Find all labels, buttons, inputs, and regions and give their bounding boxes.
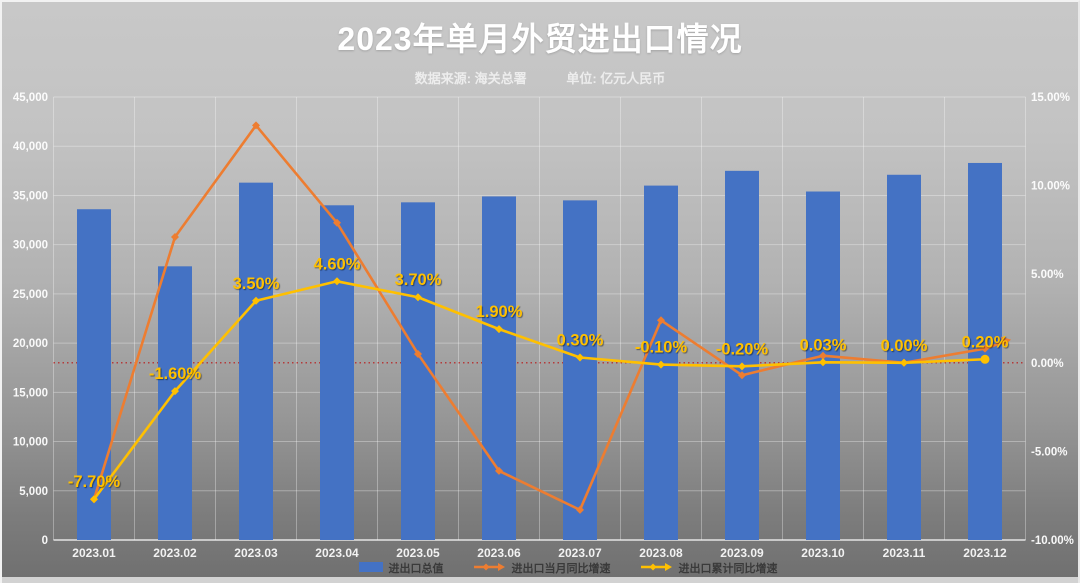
left-axis-tick-label: 45,000 bbox=[13, 92, 48, 104]
bar-2023.09 bbox=[725, 170, 759, 541]
x-axis-label: 2023.01 bbox=[72, 546, 116, 560]
bar-2023.04 bbox=[320, 205, 354, 541]
legend-item-total-value: 进出口总值 bbox=[358, 560, 444, 576]
orange-arrow-line-icon bbox=[473, 562, 506, 575]
yellow-arrow-line-icon bbox=[640, 562, 673, 575]
cumulative-yoy-marker-2023.03 bbox=[252, 296, 260, 305]
right-axis-tick-label: 10.00% bbox=[1031, 181, 1070, 193]
x-axis-label: 2023.05 bbox=[396, 546, 440, 560]
monthly-yoy-marker-2023.02 bbox=[171, 232, 179, 241]
monthly-yoy-line bbox=[92, 124, 986, 512]
data-label-2023.03: 3.50% bbox=[233, 275, 280, 293]
x-axis-label: 2023.12 bbox=[963, 546, 1007, 560]
monthly-yoy-marker-2023.04 bbox=[333, 218, 341, 227]
cumulative-yoy-marker-2023.07 bbox=[576, 353, 584, 362]
data-label-2023.12: 0.20% bbox=[962, 333, 1009, 351]
bar-2023.07 bbox=[563, 200, 597, 540]
x-axis-label: 2023.02 bbox=[153, 546, 197, 560]
left-axis-tick-label: 10,000 bbox=[13, 437, 48, 449]
cumulative-yoy-marker-2023.01 bbox=[90, 495, 98, 504]
chart-subtitle: 数据来源: 海关总署 单位: 亿元人民币 bbox=[2, 68, 1078, 87]
left-axis-tick-label: 5,000 bbox=[19, 486, 48, 498]
legend-label: 进出口累计同比增速 bbox=[678, 563, 778, 575]
data-label-2023.10: 0.03% bbox=[800, 336, 847, 354]
cumulative-yoy-marker-2023.06 bbox=[495, 325, 503, 334]
x-axis-label: 2023.06 bbox=[477, 546, 521, 560]
cumulative-yoy-marker-2023.04 bbox=[333, 277, 341, 286]
data-label-2023.01: -7.70% bbox=[68, 473, 121, 491]
left-axis-tick-label: 0 bbox=[42, 535, 48, 547]
bar-2023.02 bbox=[158, 266, 192, 540]
chart-legend: 进出口总值 进出口当月同比增速 进出口累计同比增速 bbox=[30, 560, 1078, 576]
monthly-yoy-arrow-shaft bbox=[984, 340, 1006, 350]
x-axis-label: 2023.08 bbox=[639, 546, 683, 560]
x-axis-label: 2023.04 bbox=[315, 546, 359, 560]
cumulative-yoy-marker-2023.02 bbox=[171, 387, 179, 396]
right-axis-tick-label: -10.00% bbox=[1031, 535, 1074, 547]
cumulative-yoy-marker-2023.09 bbox=[738, 362, 746, 371]
monthly-yoy-marker-2023.03 bbox=[252, 121, 260, 130]
chart-title: 2023年单月外贸进出口情况 bbox=[337, 21, 743, 57]
left-axis-tick-label: 20,000 bbox=[13, 338, 48, 350]
left-axis-tick-label: 35,000 bbox=[13, 190, 48, 202]
x-axis-label: 2023.09 bbox=[720, 546, 764, 560]
cumulative-yoy-marker-2023.05 bbox=[414, 293, 422, 302]
x-axis-label: 2023.03 bbox=[234, 546, 278, 560]
left-axis-tick-label: 40,000 bbox=[13, 141, 48, 153]
x-axis-label: 2023.10 bbox=[801, 546, 845, 560]
monthly-yoy-marker-2023.09 bbox=[738, 371, 746, 380]
data-label-2023.09: -0.20% bbox=[716, 340, 769, 358]
legend-item-monthly-yoy: 进出口当月同比增速 bbox=[473, 560, 611, 576]
monthly-yoy-marker-2023.08 bbox=[657, 316, 665, 325]
cumulative-yoy-marker-2023.08 bbox=[657, 360, 665, 369]
data-label-2023.04: 4.60% bbox=[314, 255, 361, 273]
monthly-yoy-marker-2023.07 bbox=[576, 505, 584, 514]
bar-2023.06 bbox=[482, 196, 516, 540]
left-axis-tick-label: 15,000 bbox=[13, 387, 48, 399]
monthly-yoy-arrowhead-icon bbox=[1001, 336, 1011, 347]
cumulative-yoy-marker-2023.11 bbox=[900, 358, 908, 367]
cumulative-yoy-marker-2023.10 bbox=[819, 358, 827, 367]
data-label-2023.11: 0.00% bbox=[881, 337, 928, 355]
legend-item-cumulative-yoy: 进出口累计同比增速 bbox=[640, 560, 778, 576]
left-axis-tick-label: 30,000 bbox=[13, 240, 48, 252]
bar-2023.11 bbox=[887, 174, 921, 540]
x-axis-label: 2023.11 bbox=[883, 546, 926, 560]
data-label-2023.08: -0.10% bbox=[635, 339, 688, 357]
subtitle-source: 数据来源: 海关总署 bbox=[414, 71, 527, 86]
cumulative-yoy-line bbox=[92, 279, 986, 501]
data-label-2023.06: 1.90% bbox=[476, 303, 523, 321]
cumulative-yoy-end-dot bbox=[980, 354, 990, 364]
legend-label: 进出口当月同比增速 bbox=[511, 563, 611, 575]
right-axis-tick-label: 5.00% bbox=[1031, 269, 1064, 281]
subtitle-unit: 单位: 亿元人民币 bbox=[566, 71, 666, 86]
x-axis-label: 2023.07 bbox=[558, 546, 602, 560]
monthly-yoy-marker-2023.05 bbox=[414, 349, 422, 358]
bar-2023.03 bbox=[239, 182, 273, 540]
bottom-edge-strip bbox=[2, 577, 1078, 583]
right-axis-tick-label: 15.00% bbox=[1031, 92, 1070, 104]
monthly-yoy-marker-2023.06 bbox=[495, 466, 503, 475]
bar-swatch-icon bbox=[358, 561, 383, 575]
legend-label: 进出口总值 bbox=[388, 563, 444, 575]
data-label-2023.07: 0.30% bbox=[557, 331, 604, 349]
monthly-yoy-marker-2023.10 bbox=[819, 351, 827, 360]
data-label-2023.05: 3.70% bbox=[395, 271, 442, 289]
data-label-2023.02: -1.60% bbox=[149, 365, 202, 383]
right-axis-tick-label: -5.00% bbox=[1031, 446, 1067, 458]
right-axis-tick-label: 0.00% bbox=[1031, 358, 1064, 370]
left-axis-tick-label: 25,000 bbox=[13, 289, 48, 301]
